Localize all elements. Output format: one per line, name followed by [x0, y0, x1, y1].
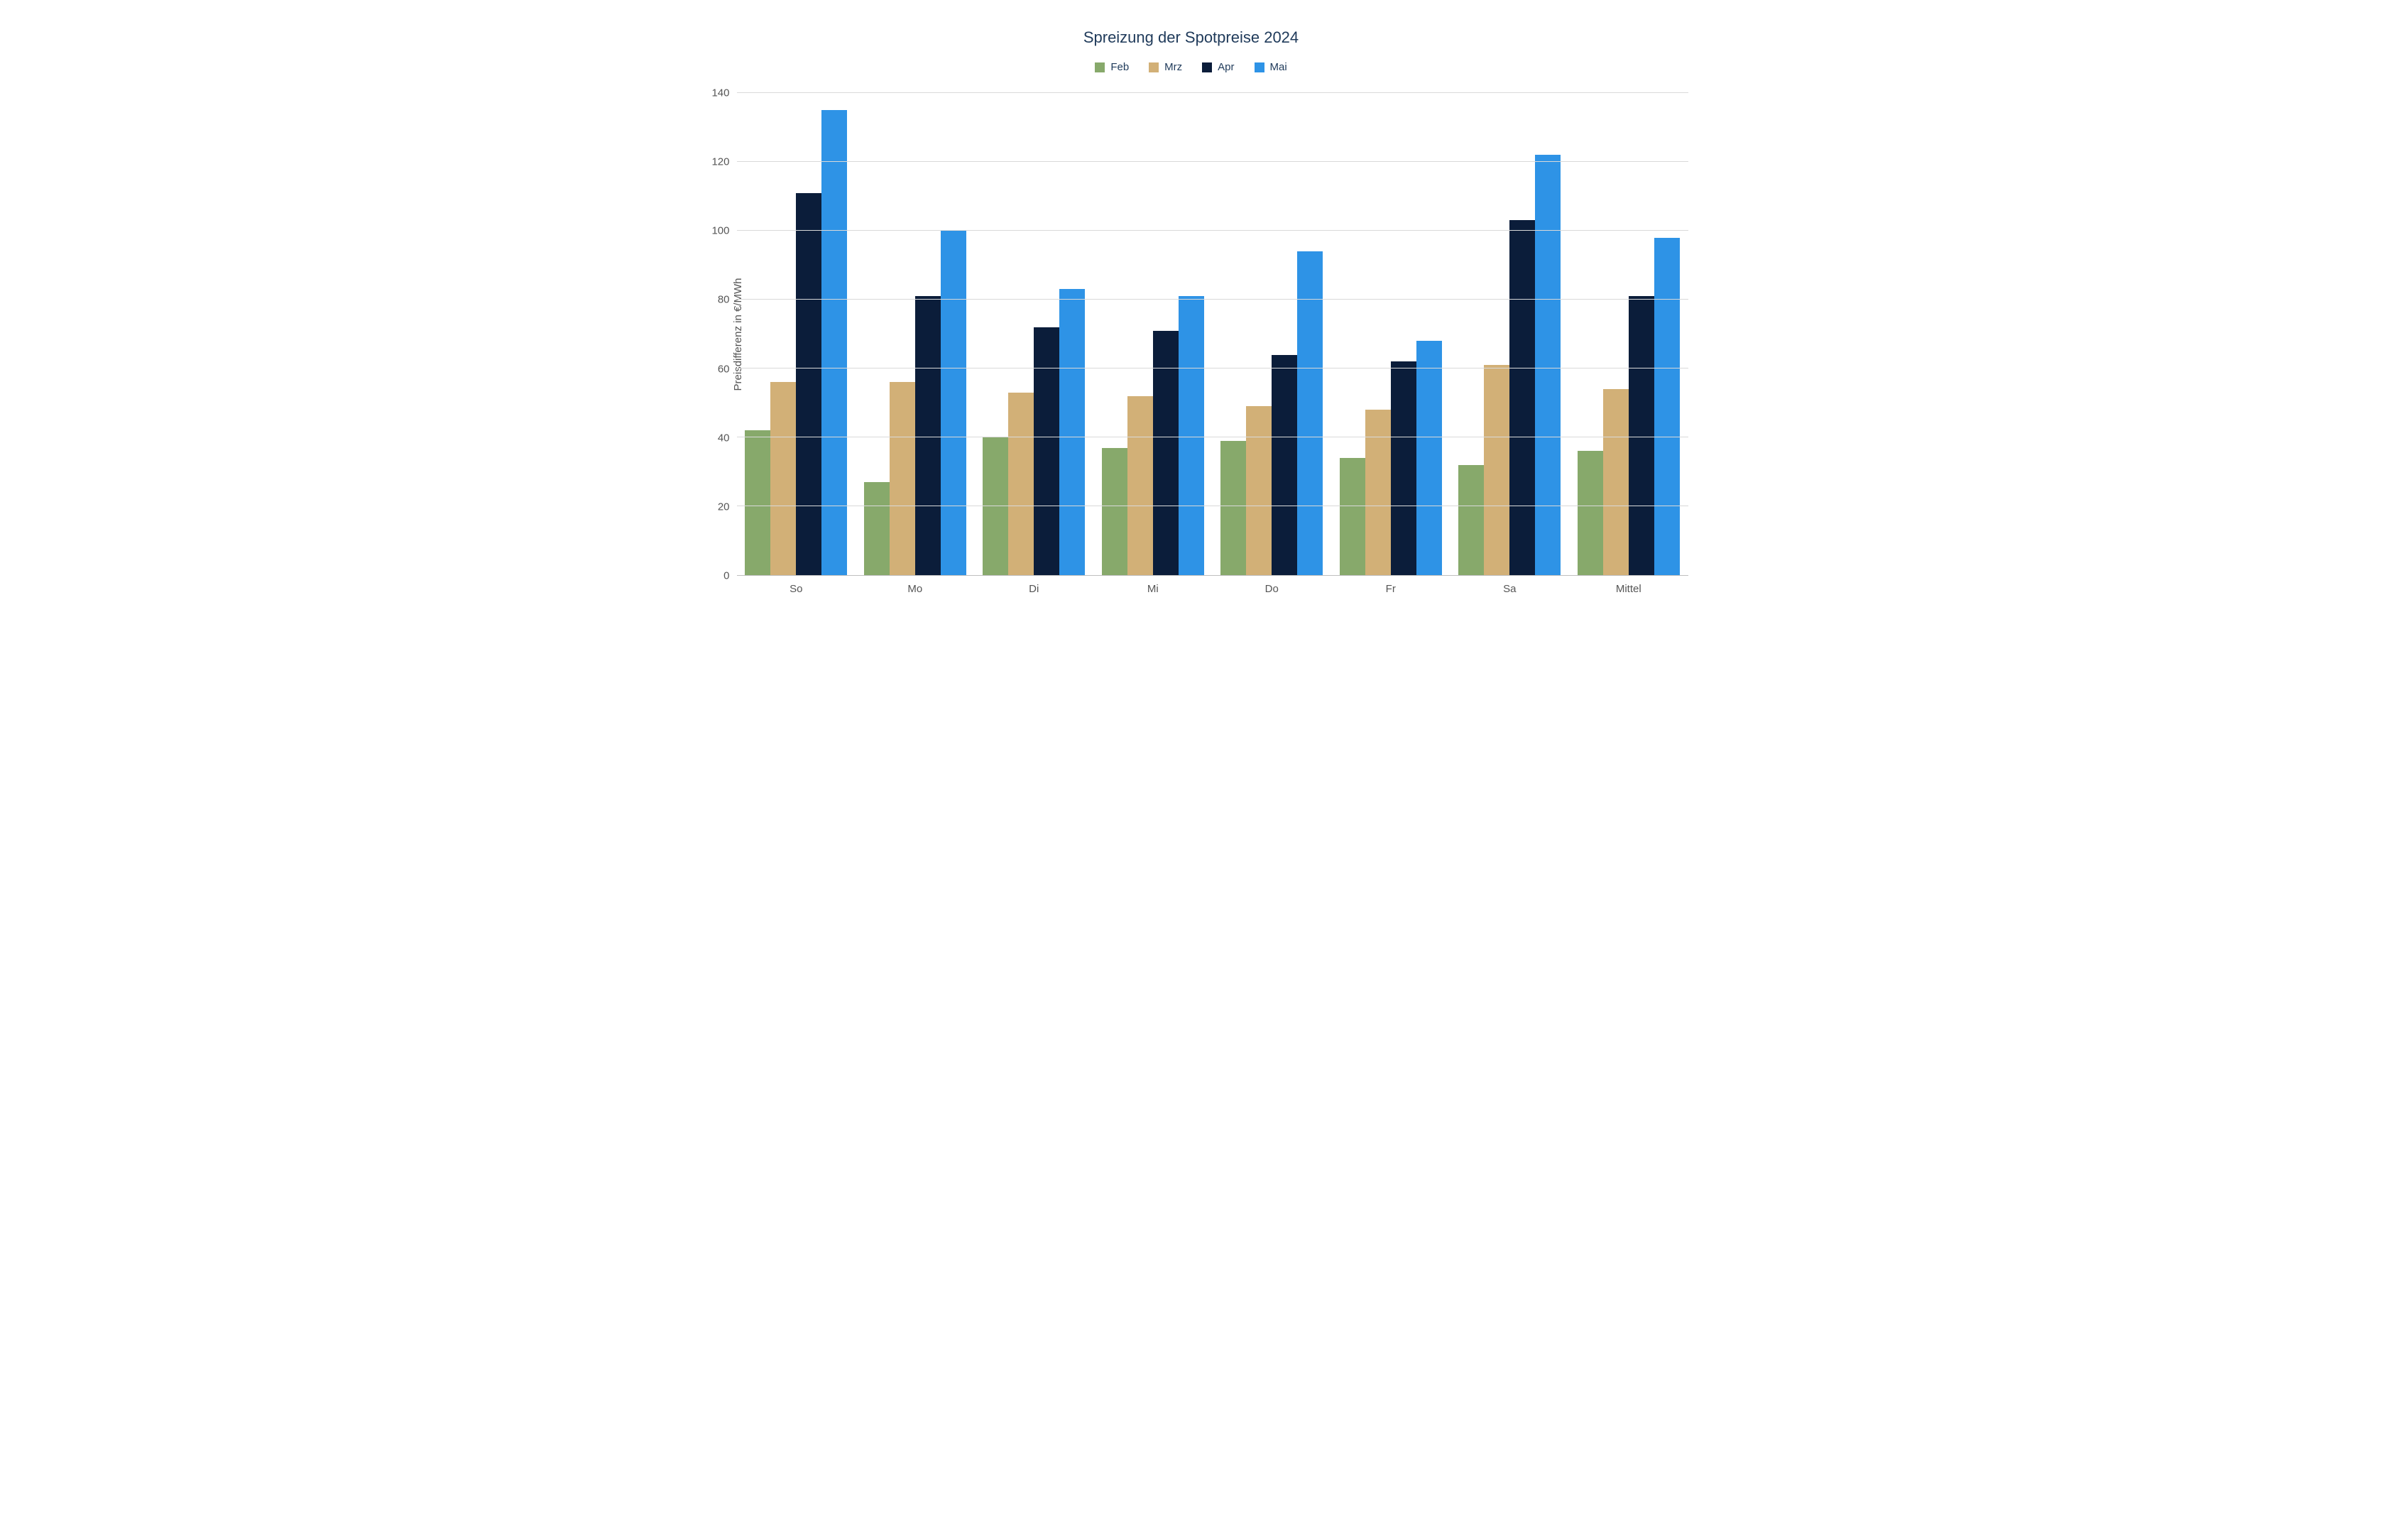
category-group-fr: [1331, 93, 1450, 575]
legend-item-mrz: Mrz: [1149, 61, 1182, 73]
bar-apr: [1509, 220, 1535, 575]
plot-inner: [737, 93, 1688, 576]
category-group-mittel: [1569, 93, 1688, 575]
bar-mai: [1297, 251, 1323, 575]
y-tick: 120: [696, 156, 730, 168]
bar-mrz: [1127, 396, 1153, 575]
bar-mrz: [1008, 393, 1034, 575]
bar-feb: [983, 437, 1008, 575]
bar-mrz: [890, 382, 915, 575]
bar-apr: [1629, 296, 1654, 575]
gridline: [737, 230, 1688, 231]
bar-feb: [1220, 441, 1246, 575]
bar-mai: [1535, 155, 1561, 575]
bar-mai: [941, 231, 966, 575]
legend: Feb Mrz Apr Mai: [694, 61, 1688, 73]
x-tick: Do: [1213, 583, 1332, 595]
legend-label: Mai: [1270, 61, 1287, 73]
bar-feb: [1458, 465, 1484, 575]
x-tick: So: [737, 583, 856, 595]
x-tick: Di: [975, 583, 1094, 595]
bar-mrz: [1365, 410, 1391, 575]
category-group-sa: [1450, 93, 1570, 575]
category-group-do: [1213, 93, 1332, 575]
bar-feb: [864, 482, 890, 575]
category-group-di: [975, 93, 1094, 575]
legend-item-apr: Apr: [1202, 61, 1234, 73]
bar-apr: [1272, 355, 1297, 575]
y-tick: 80: [696, 294, 730, 306]
y-tick: 60: [696, 363, 730, 375]
bars-layer: [737, 93, 1688, 575]
bar-mrz: [1246, 406, 1272, 575]
x-tick: Mo: [856, 583, 975, 595]
y-tick: 0: [696, 570, 730, 582]
bar-apr: [796, 193, 821, 575]
category-group-so: [737, 93, 856, 575]
chart-container: Spreizung der Spotpreise 2024 Feb Mrz Apr M…: [694, 28, 1688, 595]
bar-mrz: [770, 382, 796, 575]
y-axis: Preisdifferenz in €/MWh 0204060801001201…: [694, 93, 737, 576]
legend-swatch: [1149, 62, 1159, 72]
legend-swatch: [1202, 62, 1212, 72]
x-tick: Mi: [1093, 583, 1213, 595]
x-tick: Fr: [1331, 583, 1450, 595]
bar-feb: [745, 430, 770, 575]
legend-swatch: [1095, 62, 1105, 72]
bar-mai: [1654, 238, 1680, 575]
legend-item-mai: Mai: [1255, 61, 1287, 73]
gridline: [737, 299, 1688, 300]
bar-mai: [1416, 341, 1442, 575]
bar-mrz: [1603, 389, 1629, 575]
legend-label: Apr: [1218, 61, 1234, 73]
x-tick: Mittel: [1569, 583, 1688, 595]
bar-feb: [1102, 448, 1127, 575]
x-tick: Sa: [1450, 583, 1570, 595]
bar-apr: [915, 296, 941, 575]
plot-area: Preisdifferenz in €/MWh 0204060801001201…: [694, 93, 1688, 576]
legend-label: Mrz: [1164, 61, 1182, 73]
legend-item-feb: Feb: [1095, 61, 1129, 73]
x-axis: SoMoDiMiDoFrSaMittel: [737, 583, 1688, 595]
bar-feb: [1340, 458, 1365, 575]
gridline: [737, 161, 1688, 162]
y-tick: 40: [696, 432, 730, 444]
chart-title: Spreizung der Spotpreise 2024: [694, 28, 1688, 47]
category-group-mo: [856, 93, 975, 575]
y-tick: 140: [696, 87, 730, 99]
bar-feb: [1578, 451, 1603, 575]
bar-mrz: [1484, 365, 1509, 575]
y-tick: 20: [696, 501, 730, 513]
category-group-mi: [1093, 93, 1213, 575]
bar-mai: [1179, 296, 1204, 575]
legend-label: Feb: [1110, 61, 1129, 73]
bar-mai: [1059, 289, 1085, 575]
y-tick: 100: [696, 225, 730, 237]
gridline: [737, 92, 1688, 93]
bar-apr: [1391, 361, 1416, 575]
legend-swatch: [1255, 62, 1264, 72]
bar-apr: [1034, 327, 1059, 575]
